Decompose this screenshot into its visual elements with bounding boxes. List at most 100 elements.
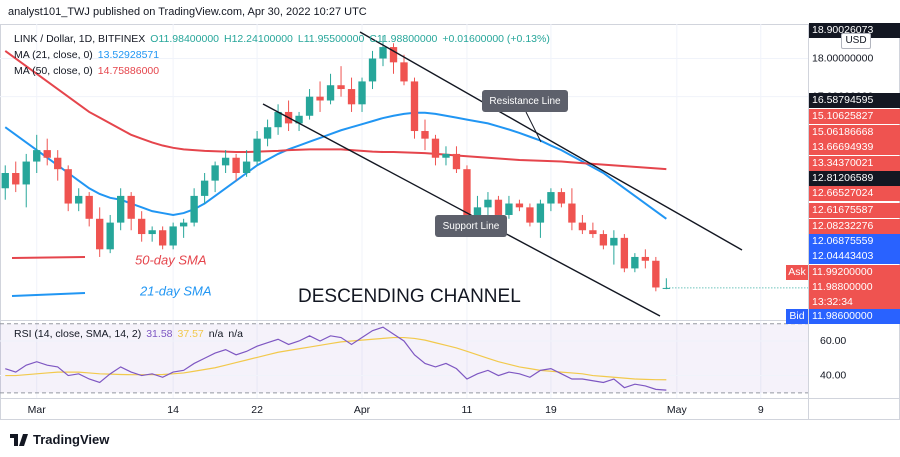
symbol-legend: LINK / Dollar, 1D, BITFINEX O11.98400000… bbox=[14, 33, 550, 45]
candle-body bbox=[295, 115, 303, 124]
x-tick-label: 9 bbox=[758, 404, 764, 416]
ohlc-high: H12.24100000 bbox=[224, 33, 293, 45]
ohlc-close: C11.98800000 bbox=[369, 33, 438, 45]
y-tick-label: 18.00000000 bbox=[812, 52, 873, 64]
candle-body bbox=[494, 199, 503, 215]
candle-body bbox=[190, 195, 198, 223]
ma-name: MA (50, close, 0) bbox=[14, 65, 93, 77]
candle-body bbox=[148, 230, 156, 235]
price-label: 11.98800000 13:32:34 bbox=[809, 279, 900, 309]
candle-body bbox=[117, 195, 125, 223]
candle-body bbox=[64, 169, 72, 204]
candle-body bbox=[452, 153, 461, 170]
quote-tag: Ask bbox=[786, 264, 808, 280]
rsi-line bbox=[5, 326, 667, 391]
candle-body bbox=[400, 62, 408, 82]
x-tick-label: Mar bbox=[28, 404, 47, 416]
candle-body bbox=[505, 203, 513, 215]
candle-body bbox=[263, 127, 272, 139]
candle-body bbox=[557, 192, 566, 204]
candle-body bbox=[221, 157, 230, 166]
ohlc-change: +0.01600000 (+0.13%) bbox=[442, 33, 550, 45]
candle-body bbox=[347, 89, 356, 105]
currency-button[interactable]: USD bbox=[841, 33, 871, 49]
candle-body bbox=[305, 96, 314, 116]
candle-body bbox=[410, 81, 419, 132]
candle-body bbox=[137, 218, 146, 235]
candle-body bbox=[33, 150, 41, 162]
candle-body bbox=[96, 218, 104, 250]
candle-body bbox=[169, 226, 177, 246]
x-tick-label: 19 bbox=[545, 404, 557, 416]
candle-body bbox=[379, 47, 387, 59]
candle-body bbox=[536, 203, 545, 223]
x-tick-label: 22 bbox=[251, 404, 263, 416]
rsi-value: n/a bbox=[228, 328, 243, 340]
candle-body bbox=[389, 47, 398, 63]
candle-body bbox=[242, 161, 251, 173]
candle-body bbox=[75, 195, 83, 204]
candle-body bbox=[337, 85, 345, 90]
candle-body bbox=[610, 237, 618, 246]
resistance-line bbox=[359, 31, 743, 251]
rsi-tick-label: 60.00 bbox=[820, 335, 846, 347]
support-label: Support Line bbox=[443, 221, 500, 232]
support-line bbox=[262, 103, 661, 317]
price-label: 12.06875559 bbox=[809, 233, 900, 249]
candle-body bbox=[22, 161, 30, 185]
candle-body bbox=[652, 260, 660, 288]
symbol: LINK / Dollar, 1D, BITFINEX bbox=[14, 33, 146, 45]
candle-body bbox=[599, 234, 608, 246]
rsi-band bbox=[0, 323, 808, 393]
candle-body bbox=[326, 85, 335, 101]
legend-swatch bbox=[11, 292, 86, 297]
candle-body bbox=[211, 165, 219, 181]
price-label: 12.61675587 bbox=[809, 202, 900, 218]
footer-brand: TradingView bbox=[10, 432, 109, 447]
quote-tag: Bid bbox=[786, 308, 808, 324]
rsi-legend: RSI (14, close, SMA, 14, 2) 31.58 37.57 … bbox=[14, 328, 243, 340]
price-label: 11.98600000 bbox=[809, 308, 900, 324]
candle-body bbox=[641, 256, 650, 261]
sma50-label: 50-day SMA bbox=[135, 252, 207, 267]
price-label: 12.08232276 bbox=[809, 218, 900, 234]
ma-legend: MA (50, close, 0) 14.75886000 bbox=[14, 65, 159, 77]
rsi-value: 31.58 bbox=[146, 328, 173, 340]
publish-info: analyst101_TWJ published on TradingView.… bbox=[8, 6, 367, 18]
countdown: 13:32:34 bbox=[812, 295, 853, 308]
price-label: 11.99200000 bbox=[809, 264, 900, 280]
candle-body bbox=[179, 222, 188, 227]
sma21-label: 21-day SMA bbox=[139, 283, 212, 298]
ma-value: 14.75886000 bbox=[97, 65, 160, 77]
candle-body bbox=[43, 150, 51, 158]
brand-logo bbox=[10, 433, 28, 446]
price-label: 15.10625827 bbox=[809, 108, 900, 124]
candle-body bbox=[631, 256, 639, 269]
price-label: 13.34370021 bbox=[809, 155, 900, 171]
candle-body bbox=[431, 138, 440, 158]
candle-body bbox=[1, 173, 9, 189]
ma-legend: MA (21, close, 0) 13.52928571 bbox=[14, 49, 159, 61]
price-label: 13.66694939 bbox=[809, 139, 900, 155]
x-tick-label: 11 bbox=[462, 404, 473, 416]
callout-pointer bbox=[525, 111, 542, 143]
ma-value: 13.52928571 bbox=[97, 49, 160, 61]
price-label: 12.81206589 bbox=[809, 170, 900, 186]
candle-body bbox=[368, 58, 377, 82]
rsi-signal-value: 37.57 bbox=[177, 328, 204, 340]
candle-body bbox=[12, 173, 20, 185]
candle-body bbox=[463, 169, 471, 219]
candle-body bbox=[547, 192, 555, 204]
callout-box bbox=[435, 215, 507, 237]
candle-body bbox=[358, 81, 366, 105]
ma-name: MA (21, close, 0) bbox=[14, 49, 93, 61]
rsi-name: RSI (14, close, SMA, 14, 2) bbox=[14, 328, 142, 340]
ohlc-open: O11.98400000 bbox=[150, 33, 219, 45]
candle-body bbox=[620, 237, 629, 269]
price-label: 15.06186668 bbox=[809, 124, 900, 140]
candle-body bbox=[442, 153, 450, 158]
rsi-tick-label: 40.00 bbox=[820, 369, 846, 381]
candle-body bbox=[127, 195, 135, 219]
candle-body bbox=[54, 157, 62, 170]
candle-body bbox=[85, 195, 93, 219]
